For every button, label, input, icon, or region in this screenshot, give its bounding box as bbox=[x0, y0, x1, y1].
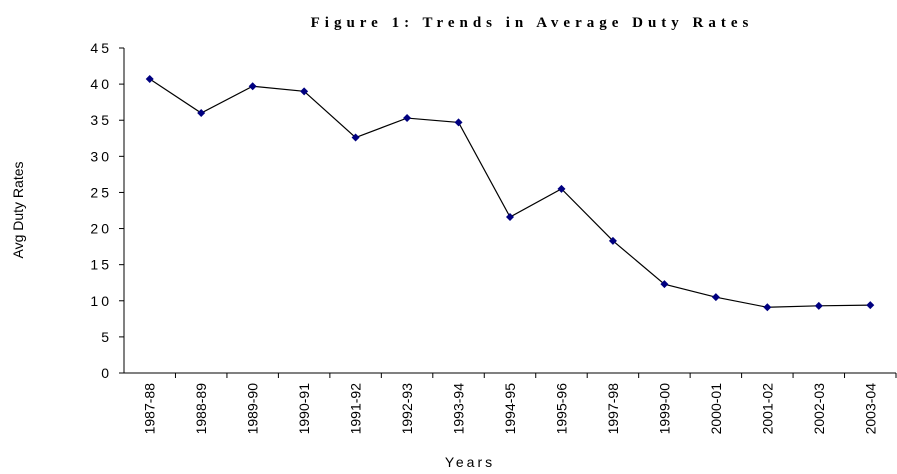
x-tick-label: 2000-01 bbox=[708, 383, 724, 435]
x-tick-label: 1992-93 bbox=[399, 383, 415, 435]
point bbox=[814, 301, 823, 310]
y-tick-label: 20 bbox=[90, 221, 112, 237]
point bbox=[197, 109, 206, 117]
x-tick-label: 2002-03 bbox=[811, 383, 827, 435]
x-tick-label: 1990-91 bbox=[296, 383, 312, 435]
y-tick-label: 0 bbox=[101, 365, 112, 381]
x-tick-label: 1997-98 bbox=[605, 383, 621, 435]
point bbox=[300, 87, 309, 96]
x-tick-label: 2003-04 bbox=[862, 383, 878, 435]
y-tick-label: 15 bbox=[90, 257, 112, 273]
x-tick-label: 1987-88 bbox=[142, 383, 158, 435]
chart-title: Figure 1: Trends in Average Duty Rates bbox=[311, 15, 754, 31]
x-axis-label: Years bbox=[445, 454, 495, 470]
point bbox=[248, 82, 257, 91]
series-line bbox=[149, 78, 871, 308]
x-tick-label: 1988-89 bbox=[193, 383, 209, 435]
point bbox=[557, 184, 566, 193]
point bbox=[145, 75, 154, 84]
y-tick-label: 40 bbox=[90, 76, 112, 92]
y-tick-label: 10 bbox=[90, 293, 112, 309]
x-tick-label: 1999-00 bbox=[656, 383, 672, 435]
y-tick-label: 30 bbox=[90, 148, 112, 164]
point bbox=[866, 301, 875, 310]
x-tick-label: 1991-92 bbox=[348, 383, 364, 435]
x-tick-label: 1989-90 bbox=[245, 383, 261, 435]
x-tick-label: 1994-95 bbox=[502, 383, 518, 435]
y-tick-label: 35 bbox=[90, 112, 112, 128]
x-tick-label: 2001-02 bbox=[759, 383, 775, 435]
point bbox=[608, 236, 617, 245]
point bbox=[660, 280, 669, 289]
y-tick-label: 5 bbox=[101, 329, 112, 345]
point bbox=[763, 303, 772, 312]
point bbox=[403, 114, 412, 123]
point bbox=[351, 133, 360, 142]
y-tick-label: 25 bbox=[90, 184, 112, 200]
y-tick-label: 45 bbox=[90, 40, 112, 56]
point bbox=[711, 293, 720, 302]
y-axis-label: Avg Duty Rates bbox=[10, 161, 26, 258]
point bbox=[506, 213, 514, 221]
point bbox=[454, 118, 463, 127]
x-tick-label: 1995-96 bbox=[553, 383, 569, 435]
x-tick-label: 1993-94 bbox=[451, 383, 467, 435]
